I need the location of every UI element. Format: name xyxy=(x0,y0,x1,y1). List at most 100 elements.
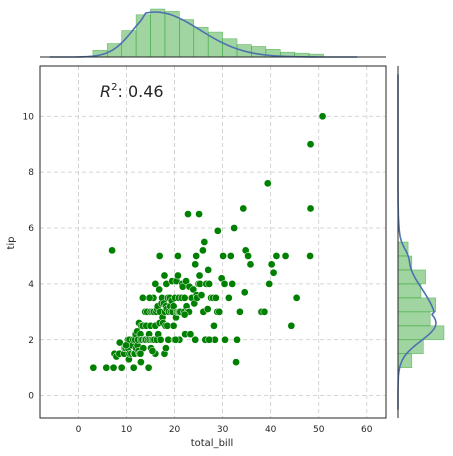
grid xyxy=(40,66,386,418)
scatter-point xyxy=(117,363,126,372)
scatter-point xyxy=(199,246,207,255)
x-tick-label: 0 xyxy=(76,425,82,435)
x-tick-label: 30 xyxy=(217,425,229,435)
y-tick-label: 8 xyxy=(28,168,34,178)
scatter-point xyxy=(226,252,235,260)
top-marginal-histogram xyxy=(40,8,386,58)
scatter-point xyxy=(220,280,229,288)
scatter-point xyxy=(240,288,249,297)
scatter-point xyxy=(189,285,198,294)
scatter-point xyxy=(171,335,180,344)
y-tick-label: 2 xyxy=(28,336,34,346)
scatter-point xyxy=(306,140,315,149)
scatter-point xyxy=(292,294,301,302)
scatter-point xyxy=(260,307,269,316)
scatter-point xyxy=(269,268,278,277)
x-tick-label: 50 xyxy=(313,425,325,435)
scatter-point xyxy=(244,252,252,260)
scatter-point xyxy=(246,260,255,269)
scatter-point xyxy=(151,280,160,288)
scatter-point xyxy=(174,271,182,280)
scatter-point xyxy=(197,291,206,299)
scatter-point xyxy=(232,358,240,366)
scatter-point xyxy=(204,266,213,274)
scatter-point xyxy=(205,280,214,288)
scatter-point xyxy=(102,363,111,372)
scatter-point xyxy=(155,252,164,260)
scatter-point xyxy=(108,246,116,255)
scatter-point xyxy=(129,363,138,372)
scatter-point xyxy=(267,260,276,269)
x-tick-label: 60 xyxy=(361,425,373,435)
right-hist-bar xyxy=(397,283,422,299)
scatter-point xyxy=(200,238,209,246)
scatter-point xyxy=(215,307,224,316)
scatter-point xyxy=(306,252,314,260)
scatter-point xyxy=(145,294,154,302)
scatter-point xyxy=(182,277,190,285)
plot-frame xyxy=(39,65,387,419)
scatter-point xyxy=(122,341,130,350)
scatter-point xyxy=(156,335,165,344)
scatter-point xyxy=(281,252,290,260)
scatter-point xyxy=(212,294,220,302)
top-hist-bar xyxy=(193,26,209,58)
scatter-point xyxy=(318,112,327,121)
scatter-point xyxy=(169,321,178,330)
y-tick-label: 10 xyxy=(23,112,35,122)
x-axis-title: total_bill xyxy=(191,438,234,449)
scatter-point xyxy=(186,330,195,339)
scatter-point xyxy=(192,252,201,260)
scatter-point xyxy=(272,252,281,260)
scatter-point xyxy=(148,347,157,355)
scatter-point xyxy=(221,335,229,344)
x-tick-label: 20 xyxy=(169,425,181,435)
scatter-point xyxy=(109,363,118,372)
scatter-point xyxy=(239,204,248,213)
right-marginal-histogram xyxy=(397,66,445,418)
scatter-point xyxy=(162,344,170,353)
top-hist-bar xyxy=(164,11,180,58)
right-hist-bar xyxy=(397,311,431,327)
scatter-point xyxy=(191,335,200,344)
scatter-points xyxy=(89,112,327,372)
scatter-point xyxy=(205,335,214,344)
scatter-point xyxy=(138,294,147,302)
scatter-point xyxy=(160,271,169,280)
scatter-point xyxy=(195,271,204,280)
scatter-point xyxy=(174,252,182,260)
scatter-point xyxy=(203,305,212,313)
right-hist-bar xyxy=(397,297,437,313)
axes: 0 10 20 30 40 50 60 0 2 4 6 8 10 xyxy=(23,65,387,435)
scatter-point xyxy=(210,321,218,330)
scatter-point xyxy=(184,210,192,218)
x-tick-label: 10 xyxy=(121,425,133,435)
y-axis-title: tip xyxy=(6,236,17,249)
scatter-point xyxy=(180,310,189,319)
top-hist-bar xyxy=(150,8,166,58)
scatter-point xyxy=(180,294,189,302)
scatter-point xyxy=(144,363,153,372)
y-tick-label: 0 xyxy=(28,392,34,402)
scatter-point xyxy=(233,335,241,344)
right-hist-bar xyxy=(397,325,445,341)
r-squared-annotation: R2: 0.46 xyxy=(100,82,164,101)
scatter-point xyxy=(263,179,272,188)
scatter-point xyxy=(191,260,200,269)
scatter-point xyxy=(287,321,296,330)
scatter-point xyxy=(169,302,178,311)
scatter-point xyxy=(195,210,203,218)
y-tick-label: 4 xyxy=(28,280,34,290)
scatter-point xyxy=(89,363,98,372)
scatter-point xyxy=(136,349,145,358)
top-hist-bar xyxy=(135,14,151,58)
scatter-point xyxy=(228,280,237,288)
scatter-point xyxy=(213,226,222,235)
y-tick-label: 6 xyxy=(28,224,34,234)
scatter-point xyxy=(236,307,244,316)
scatter-point xyxy=(265,280,274,288)
scatter-point xyxy=(230,224,238,232)
scatter-point xyxy=(306,204,315,213)
scatter-point xyxy=(225,294,233,302)
